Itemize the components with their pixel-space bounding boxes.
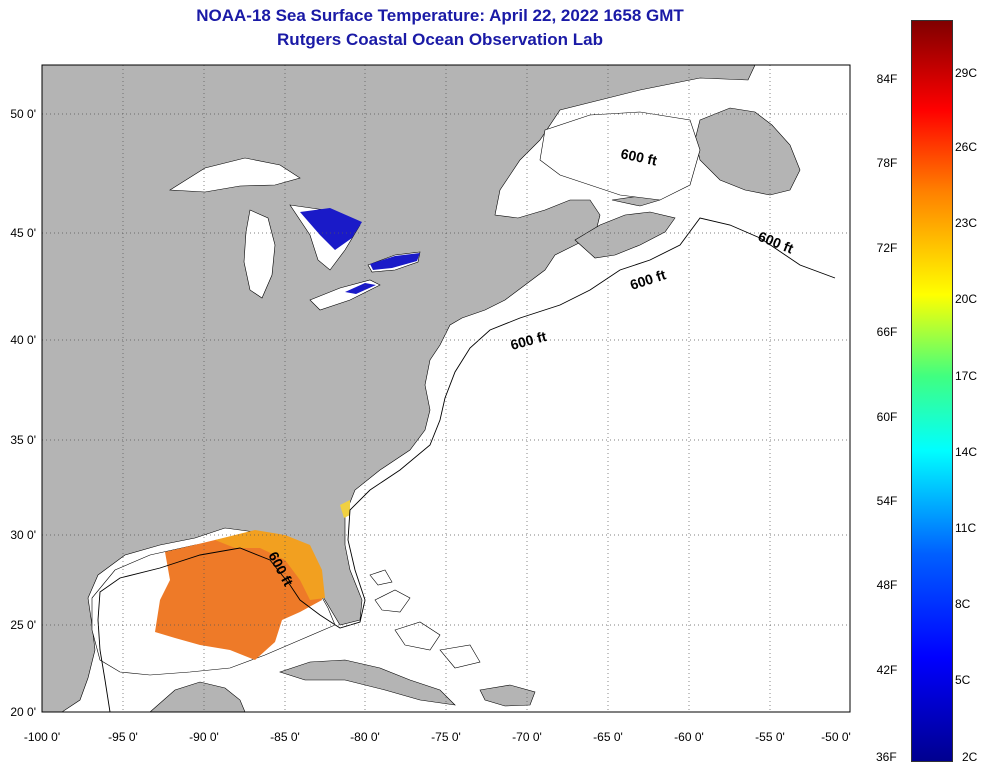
sst-gulf-shelf [215, 530, 325, 600]
lat-label: 30 0' [10, 528, 36, 542]
sst-lake-erie [345, 283, 376, 294]
colorbar-f-label: 54F [876, 494, 898, 508]
colorbar-c-label: 5C [955, 673, 971, 687]
colorbar-f-label: 66F [876, 325, 898, 339]
land-hispaniola [479, 684, 536, 707]
land-cuba [279, 659, 456, 706]
plot-frame [41, 64, 851, 713]
depth-contour [97, 217, 836, 713]
map-title: NOAA-18 Sea Surface Temperature: April 2… [196, 6, 684, 25]
colorbar-f-label: 72F [876, 241, 898, 255]
lat-label: 35 0' [10, 433, 36, 447]
lake-michigan [243, 209, 276, 299]
contour-label: 600 ft [619, 145, 658, 168]
colorbar-f-label: 48F [876, 578, 898, 592]
colorbar-c-label: 26C [955, 140, 978, 154]
colorbar-f-label: 84F [876, 72, 898, 86]
lon-label: -100 0' [23, 730, 61, 744]
lon-label: -55 0' [755, 730, 785, 744]
lon-label: -65 0' [593, 730, 623, 744]
land-north-america [41, 64, 756, 713]
lon-label: -50 0' [821, 730, 851, 744]
land-newfoundland [694, 107, 801, 196]
sst-map: 600 ft 600 ft 600 ft 600 ft 600 ft [41, 64, 851, 713]
colorbar-c-label: 20C [955, 292, 978, 306]
map-subtitle: Rutgers Coastal Ocean Observation Lab [277, 30, 603, 49]
temperature-colorbar [911, 20, 953, 762]
lat-label: 25 0' [10, 618, 36, 632]
gulf-st-lawrence [539, 111, 701, 201]
colorbar-f-label: 42F [876, 663, 898, 677]
sst-gulf [155, 532, 322, 660]
colorbar-c-label: 23C [955, 216, 978, 230]
bahamas [369, 569, 481, 669]
lon-label: -80 0' [350, 730, 380, 744]
colorbar-f-label: 36F [876, 750, 897, 764]
lon-label: -95 0' [108, 730, 138, 744]
colorbar-c-label: 29C [955, 66, 978, 80]
lake-superior [169, 157, 301, 193]
lat-label: 40 0' [10, 333, 36, 347]
colorbar-f-label: 60F [876, 410, 898, 424]
lon-label: -90 0' [189, 730, 219, 744]
sst-gulf-warm-spot [340, 500, 350, 518]
sst-lake-huron [300, 208, 362, 250]
colorbar-f-label: 78F [876, 156, 898, 170]
colorbar-c-label: 17C [955, 369, 978, 383]
colorbar-c-label: 2C [962, 750, 978, 764]
lat-label: 20 0' [10, 705, 36, 719]
lat-label: 45 0' [10, 226, 36, 240]
lon-label: -60 0' [674, 730, 704, 744]
land-nova-scotia [574, 211, 676, 259]
colorbar-c-label: 14C [955, 445, 978, 459]
lat-label: 50 0' [10, 107, 36, 121]
lon-label: -70 0' [512, 730, 542, 744]
sst-lake-ontario [370, 253, 420, 270]
grid [42, 65, 850, 712]
lon-label: -85 0' [270, 730, 300, 744]
colorbar-c-label: 11C [955, 521, 977, 535]
lon-label: -75 0' [431, 730, 461, 744]
colorbar-c-label: 8C [955, 597, 971, 611]
